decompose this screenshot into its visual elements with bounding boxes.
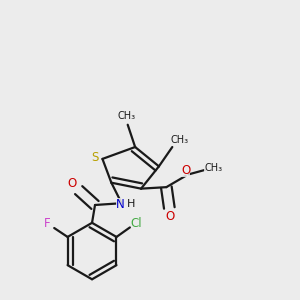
Text: S: S: [91, 151, 99, 164]
Text: CH₃: CH₃: [204, 163, 222, 172]
Text: F: F: [44, 217, 50, 230]
Text: CH₃: CH₃: [117, 111, 135, 122]
Text: O: O: [68, 177, 77, 190]
Text: H: H: [127, 200, 136, 209]
Text: CH₃: CH₃: [171, 135, 189, 145]
Text: Cl: Cl: [130, 217, 142, 230]
Text: O: O: [166, 210, 175, 223]
Text: N: N: [116, 198, 125, 211]
Text: O: O: [181, 164, 190, 177]
